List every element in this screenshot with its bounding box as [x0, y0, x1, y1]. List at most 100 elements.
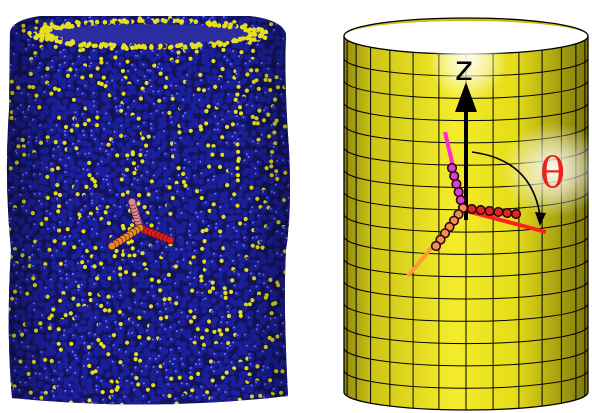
exposed-particle [295, 328, 299, 332]
membrane-particle [291, 65, 297, 71]
particle-highlight [287, 282, 290, 285]
rim-particle [259, 27, 264, 33]
exposed-particle [2, 279, 6, 283]
particle-highlight [287, 72, 289, 75]
rim-particle [232, 37, 237, 43]
exposed-particle [285, 26, 290, 31]
membrane-particle [1, 87, 7, 93]
particle-highlight [4, 321, 6, 323]
rim-particle [162, 43, 167, 49]
rim-particle [66, 24, 71, 29]
membrane-particle [286, 42, 291, 50]
particle-highlight [291, 254, 293, 256]
membrane-particle [6, 23, 8, 30]
membrane-particle [287, 272, 291, 279]
membrane-particle [201, 403, 208, 405]
particle-highlight [4, 335, 6, 337]
membrane-particle [285, 340, 291, 347]
rim-particle [39, 37, 44, 43]
particle-highlight [3, 404, 5, 406]
arm-red [462, 208, 547, 234]
membrane-particle [287, 89, 291, 96]
membrane-particle [280, 16, 287, 22]
rim-particle [102, 20, 108, 25]
membrane-particle [285, 35, 291, 42]
membrane-particle [0, 345, 5, 351]
theta-arc-arrowhead [535, 212, 546, 226]
membrane-particle [25, 400, 32, 405]
particle-highlight [293, 97, 295, 99]
membrane-particle [42, 400, 49, 405]
rim-particle [167, 45, 173, 50]
exposed-particle [6, 254, 9, 259]
tube-opening [42, 24, 258, 44]
rim-particle [58, 25, 64, 31]
particle-highlight [202, 405, 204, 407]
rim-particle [121, 43, 127, 48]
rim-particle [45, 29, 50, 34]
membrane-particle [285, 309, 291, 316]
rim-particle [99, 42, 104, 48]
rim-particle [27, 30, 32, 36]
particle-highlight [31, 400, 34, 403]
particle-highlight [10, 394, 12, 397]
rim-particle [216, 23, 222, 28]
rim-particle [217, 42, 223, 48]
meshed-cylinder: z θ [343, 17, 592, 411]
bead-red [484, 205, 495, 217]
rim-particle [44, 36, 50, 42]
membrane-particle [0, 204, 6, 210]
membrane-particle [293, 58, 299, 64]
rim-particle [211, 43, 217, 48]
rim-particle [248, 37, 254, 42]
membrane-particle [0, 387, 5, 393]
exposed-particle [279, 396, 284, 401]
rim-particle [139, 18, 145, 24]
rim-particle [167, 20, 172, 25]
membrane-particle [0, 350, 6, 356]
membrane-particle [10, 403, 18, 405]
membrane-particle [0, 174, 6, 180]
membrane-particle [286, 31, 291, 38]
rim-particle [182, 44, 188, 50]
membrane-particle [0, 338, 6, 344]
membrane-particle [6, 157, 8, 164]
particle-highlight [8, 366, 10, 369]
particle-highlight [296, 161, 298, 163]
membrane-particle [287, 303, 291, 310]
particle-highlight [294, 80, 296, 82]
membrane-particle [291, 314, 297, 320]
rim-particle [119, 19, 125, 24]
membrane-particle [294, 248, 300, 254]
membrane-particle [0, 135, 6, 141]
exposed-particle [291, 102, 295, 106]
rim-particle [251, 27, 257, 32]
exposed-particle [10, 402, 15, 405]
membrane-particle [292, 300, 298, 306]
mesh-ring-line [343, 347, 589, 367]
particle-highlight [288, 142, 291, 145]
membrane-particle [6, 195, 9, 202]
exposed-particle [254, 401, 259, 405]
inclusion-arm-orange-bead [107, 241, 117, 251]
membrane-particle [0, 45, 6, 51]
membrane-particle [287, 95, 291, 102]
rim-particle [80, 22, 85, 28]
membrane-particle [286, 316, 291, 323]
membrane-particle [6, 164, 8, 171]
particle-highlight [1, 118, 3, 120]
inclusion-arm-red-bead [165, 235, 175, 245]
membrane-particle [285, 291, 291, 298]
mesh-ring-line [343, 236, 589, 255]
membrane-particle [293, 203, 299, 209]
membrane-particle [295, 111, 301, 117]
membrane-particle [6, 363, 8, 370]
exposed-particle [189, 404, 194, 405]
particle-highlight [292, 315, 294, 317]
membrane-particle [294, 352, 300, 358]
membrane-particle [6, 283, 10, 290]
exposed-particle [285, 404, 290, 405]
particle-highlight [286, 292, 289, 295]
membrane-particle [0, 306, 6, 312]
exposed-particle [292, 222, 296, 226]
